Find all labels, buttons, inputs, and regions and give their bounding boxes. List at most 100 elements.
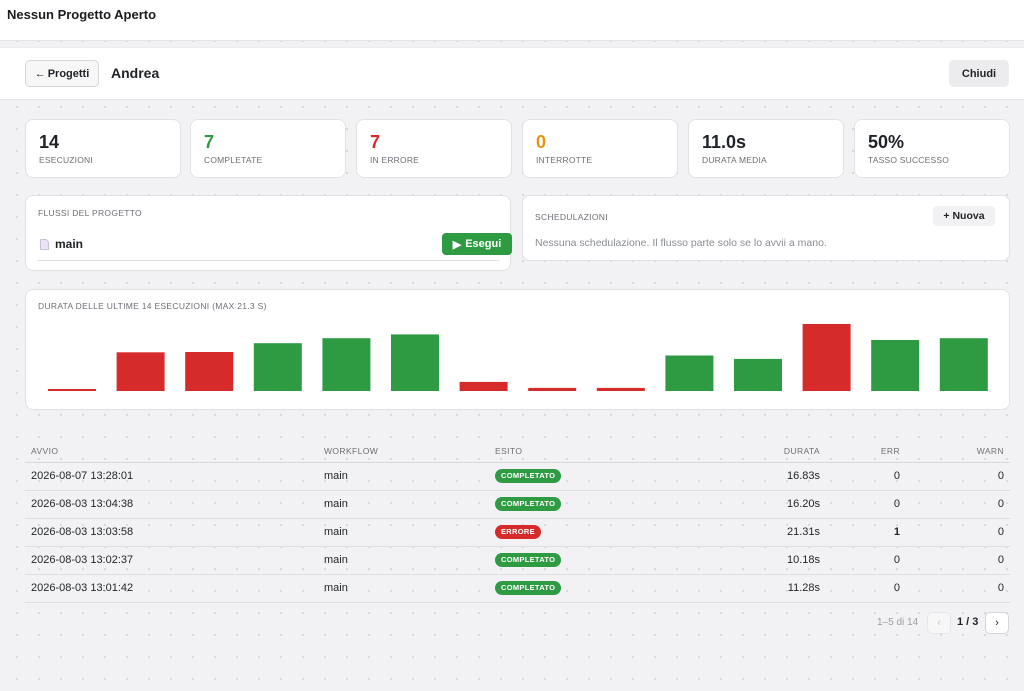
- stat-label: INTERROTTE: [536, 155, 593, 165]
- cell-warn: 0: [906, 518, 1010, 547]
- table-row[interactable]: 2026-08-03 13:04:38 main COMPLETATO 16.2…: [25, 490, 1010, 519]
- schedules-panel-title: SCHEDULAZIONI: [535, 212, 608, 222]
- stat-value: 7: [204, 132, 215, 152]
- new-schedule-button[interactable]: + Nuova: [933, 206, 995, 226]
- status-badge: COMPLETATO: [495, 553, 562, 567]
- cell-esito: COMPLETATO: [489, 462, 689, 491]
- table-row[interactable]: 2026-08-03 13:02:37 main COMPLETATO 10.1…: [25, 546, 1010, 575]
- chart-bar: [734, 358, 782, 391]
- stat-value: 11.0s: [702, 132, 747, 152]
- chart-bar: [253, 343, 302, 391]
- cell-err: 0: [826, 574, 906, 603]
- stat-card-interrotte: 0 INTERROTTE: [522, 119, 678, 178]
- next-page-button[interactable]: ›: [985, 612, 1009, 634]
- run-flow-button[interactable]: ▶ Esegui: [442, 233, 512, 255]
- column-header-esito[interactable]: ESITO: [489, 440, 689, 463]
- chart-bar: [802, 324, 851, 391]
- cell-esito: COMPLETATO: [489, 574, 689, 603]
- stat-card-completate: 7 COMPLETATE: [190, 119, 346, 178]
- stat-card-esecuzioni: 14 ESECUZIONI: [25, 119, 181, 178]
- cell-avvio: 2026-08-03 13:03:58: [25, 518, 318, 547]
- cell-avvio: 2026-08-07 13:28:01: [25, 462, 318, 491]
- cell-warn: 0: [906, 546, 1010, 575]
- cell-avvio: 2026-08-03 13:01:42: [25, 574, 318, 603]
- table-header-row: AVVIO WORKFLOW ESITO DURATA ERR WARN: [25, 440, 1010, 463]
- table-row[interactable]: 2026-08-07 13:28:01 main COMPLETATO 16.8…: [25, 462, 1010, 491]
- schedules-empty-message: Nessuna schedulazione. Il flusso parte s…: [535, 237, 827, 249]
- cell-err: 0: [826, 546, 906, 575]
- stat-value: 50%: [868, 132, 905, 152]
- stat-label: IN ERRORE: [370, 155, 420, 165]
- chart-bar: [459, 381, 508, 391]
- cell-workflow: main: [318, 546, 489, 575]
- stat-card-in-errore: 7 IN ERRORE: [356, 119, 512, 178]
- top-bar: Nessun Progetto Aperto: [0, 0, 1024, 41]
- cell-durata: 11.28s: [689, 574, 826, 603]
- chart-bar: [322, 338, 371, 391]
- flows-panel: FLUSSI DEL PROGETTO main ▶ Esegui: [25, 195, 512, 271]
- cell-workflow: main: [318, 574, 489, 603]
- cell-esito: COMPLETATO: [489, 490, 689, 519]
- cell-warn: 0: [906, 574, 1010, 603]
- cell-durata: 10.18s: [689, 546, 826, 575]
- status-badge: COMPLETATO: [495, 581, 562, 595]
- status-badge: ERRORE: [495, 525, 541, 539]
- chart-bar: [939, 338, 988, 391]
- status-badge: COMPLETATO: [495, 469, 562, 483]
- column-header-durata[interactable]: DURATA: [689, 440, 826, 463]
- cell-durata: 21.31s: [689, 518, 826, 547]
- cell-avvio: 2026-08-03 13:04:38: [25, 490, 318, 519]
- stat-label: ESECUZIONI: [39, 155, 93, 165]
- chart-bar: [391, 334, 439, 391]
- chart-title: DURATA DELLE ULTIME 14 ESECUZIONI (MAX 2…: [38, 301, 267, 311]
- app-title: Nessun Progetto Aperto: [7, 7, 157, 22]
- cell-warn: 0: [906, 490, 1010, 519]
- flows-panel-title: FLUSSI DEL PROGETTO: [38, 208, 142, 218]
- back-to-projects-button[interactable]: ← Progetti: [25, 60, 99, 87]
- status-badge: COMPLETATO: [495, 497, 562, 511]
- stat-value: 14: [39, 132, 60, 152]
- project-name: Andrea: [111, 65, 160, 81]
- play-icon: ▶: [452, 238, 462, 251]
- cell-workflow: main: [318, 462, 489, 491]
- cell-workflow: main: [318, 518, 489, 547]
- column-header-workflow[interactable]: WORKFLOW: [318, 440, 489, 463]
- column-header-warn[interactable]: WARN: [906, 440, 1010, 463]
- table-row[interactable]: 2026-08-03 13:01:42 main COMPLETATO 11.2…: [25, 574, 1010, 603]
- stat-card-tasso-successo: 50% TASSO SUCCESSO: [854, 119, 1010, 178]
- chart-bar: [528, 387, 577, 391]
- prev-page-button[interactable]: ‹: [927, 612, 951, 634]
- run-button-label: Esegui: [465, 238, 502, 250]
- stat-label: COMPLETATE: [204, 155, 263, 165]
- column-header-avvio[interactable]: AVVIO: [25, 440, 318, 463]
- stat-card-durata-media: 11.0s DURATA MEDIA: [688, 119, 844, 178]
- cell-warn: 0: [906, 462, 1010, 491]
- cell-durata: 16.20s: [689, 490, 826, 519]
- cell-err: 0: [826, 462, 906, 491]
- table-row[interactable]: 2026-08-03 13:03:58 main ERRORE 21.31s 1…: [25, 518, 1010, 547]
- close-project-button[interactable]: Chiudi: [949, 60, 1009, 87]
- pagination-info: 1–5 di 14: [877, 617, 919, 628]
- duration-bar-chart: [48, 324, 988, 391]
- cell-durata: 16.83s: [689, 462, 826, 491]
- stat-label: TASSO SUCCESSO: [868, 155, 950, 165]
- schedules-panel: SCHEDULAZIONI + Nuova Nessuna schedulazi…: [522, 195, 1010, 261]
- cell-avvio: 2026-08-03 13:02:37: [25, 546, 318, 575]
- chart-bar: [665, 355, 714, 391]
- duration-chart-panel: DURATA DELLE ULTIME 14 ESECUZIONI (MAX 2…: [25, 289, 1010, 410]
- flow-name: main: [55, 237, 84, 251]
- chart-bar: [596, 387, 645, 391]
- stat-label: DURATA MEDIA: [702, 155, 767, 165]
- arrow-left-icon: ←: [34, 67, 46, 80]
- column-header-err[interactable]: ERR: [826, 440, 906, 463]
- flow-item[interactable]: main ▶ Esegui: [38, 230, 512, 261]
- chart-bar: [185, 352, 234, 391]
- chart-bar: [48, 389, 96, 391]
- stat-value: 7: [370, 132, 381, 152]
- chart-bar: [871, 340, 920, 391]
- current-page: 1 / 3: [957, 616, 979, 628]
- cell-workflow: main: [318, 490, 489, 519]
- file-icon: [40, 239, 49, 250]
- cell-err: 0: [826, 490, 906, 519]
- project-header: ← Progetti Andrea Chiudi: [0, 47, 1024, 100]
